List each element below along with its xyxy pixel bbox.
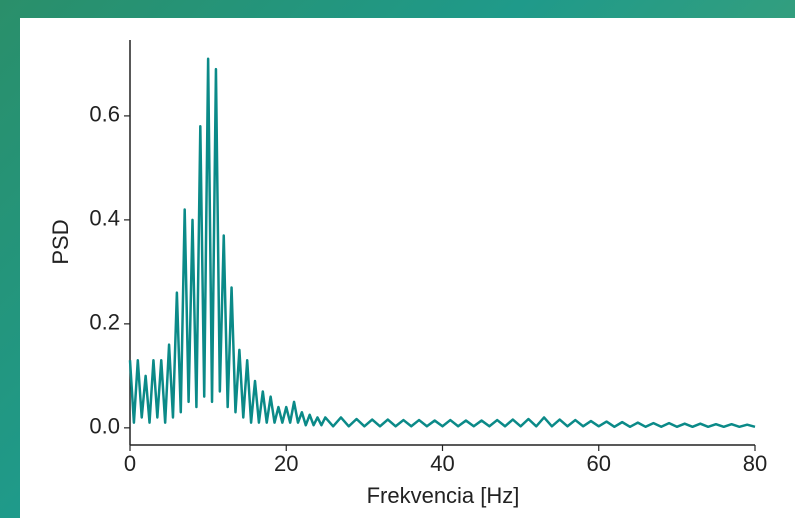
- x-tick-label: 40: [430, 451, 454, 476]
- x-tick-label: 0: [124, 451, 136, 476]
- panel: [20, 18, 795, 518]
- x-tick-label: 60: [587, 451, 611, 476]
- x-axis-label: Frekvencia [Hz]: [367, 483, 520, 508]
- y-tick-label: 0.4: [89, 206, 120, 231]
- y-axis-label: PSD: [48, 219, 73, 264]
- y-tick-label: 0.0: [89, 414, 120, 439]
- psd-line: [128, 57, 756, 429]
- x-tick-label: 80: [743, 451, 767, 476]
- x-tick-label: 20: [274, 451, 298, 476]
- y-tick-label: 0.6: [89, 102, 120, 127]
- y-tick-label: 0.2: [89, 310, 120, 335]
